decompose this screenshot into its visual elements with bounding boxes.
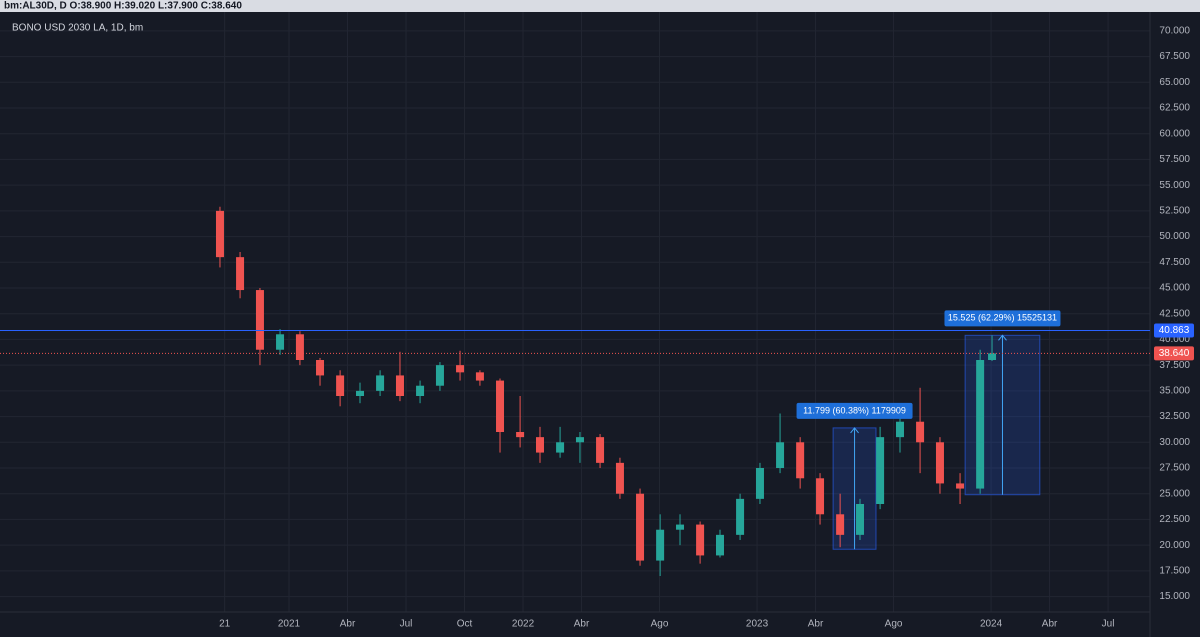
candle-body	[988, 353, 997, 360]
y-tick-label: 55.000	[1159, 180, 1190, 191]
y-tick-label: 57.500	[1159, 154, 1190, 165]
x-tick-label: 21	[219, 619, 231, 630]
candle-body	[236, 257, 245, 291]
x-tick-label: Jul	[1102, 619, 1115, 630]
candle-body	[876, 437, 885, 504]
candle-body	[336, 375, 345, 396]
y-tick-label: 37.500	[1159, 360, 1190, 371]
y-tick-label: 17.500	[1159, 565, 1190, 576]
candle-body	[696, 524, 705, 556]
candle-body	[575, 437, 584, 443]
measure-label: 15.525 (62.29%) 15525131	[948, 313, 1057, 323]
candle-body	[916, 421, 925, 443]
candle-body	[755, 468, 764, 499]
measure-label-box	[796, 402, 913, 419]
candle-body	[276, 334, 285, 350]
y-tick-label: 52.500	[1159, 205, 1190, 216]
y-tick-label: 47.500	[1159, 257, 1190, 268]
plot	[215, 206, 1041, 576]
y-tick-label: 70.000	[1159, 25, 1190, 36]
candle-body	[676, 524, 685, 530]
y-tick-label: 60.000	[1159, 128, 1190, 139]
candle-body	[715, 534, 724, 556]
measure-label-box	[944, 310, 1061, 327]
x-tick-label: 2024	[980, 619, 1003, 630]
x-tick-label: Ago	[885, 619, 903, 630]
chart-title: BONO USD 2030 LA, 1D, bm	[12, 23, 143, 34]
candle-body	[976, 360, 985, 489]
grid	[0, 12, 1150, 612]
candle-body	[475, 372, 484, 381]
x-tick-label: 2021	[278, 619, 301, 630]
candle-body	[255, 290, 264, 350]
price-label-box	[1154, 323, 1194, 338]
candle-body	[856, 504, 865, 535]
header: bm:AL30D, D O:38.900 H:39.020 L:37.900 C…	[4, 1, 242, 12]
candle-body	[395, 375, 404, 396]
x-tick-label: 2022	[512, 619, 535, 630]
y-tick-label: 22.500	[1159, 514, 1190, 525]
x-tick-label: 2023	[746, 619, 769, 630]
candle-body	[816, 478, 825, 515]
price-label: 40.863	[1159, 325, 1190, 336]
y-tick-label: 40.000	[1159, 334, 1190, 345]
y-tick-label: 42.500	[1159, 308, 1190, 319]
candle-body	[615, 462, 624, 494]
y-tick-label: 20.000	[1159, 540, 1190, 551]
candle-body	[295, 334, 304, 360]
candle-body	[355, 390, 364, 396]
y-tick-label: 30.000	[1159, 437, 1190, 448]
candle-body	[456, 365, 465, 373]
candle-body	[956, 483, 965, 489]
y-tick-label: 45.000	[1159, 283, 1190, 294]
candle-body	[796, 442, 805, 479]
candle-body	[836, 514, 845, 535]
measure-label: 11.799 (60.38%) 1179909	[803, 405, 906, 415]
candle-body	[496, 380, 505, 432]
candle-body	[776, 442, 785, 468]
candle-body	[316, 360, 325, 376]
candle-body	[636, 493, 645, 561]
y-tick-label: 27.500	[1159, 463, 1190, 474]
x-tick-label: Abr	[808, 619, 824, 630]
price-label: 38.640	[1159, 348, 1190, 359]
candle-body	[596, 437, 605, 463]
x-tick-label: Abr	[574, 619, 590, 630]
candle-body	[935, 442, 944, 484]
x-tick-label: Abr	[340, 619, 356, 630]
price-label-box	[1154, 346, 1194, 361]
x-tick-label: Abr	[1042, 619, 1058, 630]
y-tick-label: 25.000	[1159, 488, 1190, 499]
candle-body	[516, 432, 525, 438]
candle-body	[535, 437, 544, 453]
candle-body	[376, 375, 385, 391]
candle-body	[656, 529, 665, 561]
measure-arrowhead	[850, 427, 859, 434]
candle-body	[435, 365, 444, 386]
y-tick-label: 50.000	[1159, 231, 1190, 242]
candle-body	[895, 421, 904, 438]
y-tick-label: 15.000	[1159, 591, 1190, 602]
candle-body	[556, 442, 565, 453]
y-tick-label: 65.000	[1159, 77, 1190, 88]
y-tick-label: 62.500	[1159, 103, 1190, 114]
x-tick-label: Jul	[400, 619, 413, 630]
candle-body	[736, 498, 745, 535]
measure-arrowhead	[998, 334, 1007, 341]
x-tick-label: Ago	[651, 619, 669, 630]
x-tick-label: Oct	[457, 619, 473, 630]
y-tick-label: 67.500	[1159, 51, 1190, 62]
y-tick-label: 32.500	[1159, 411, 1190, 422]
candle-body	[416, 385, 425, 396]
y-tick-label: 35.000	[1159, 385, 1190, 396]
header-bar	[0, 0, 1200, 12]
candle-body	[215, 210, 224, 258]
